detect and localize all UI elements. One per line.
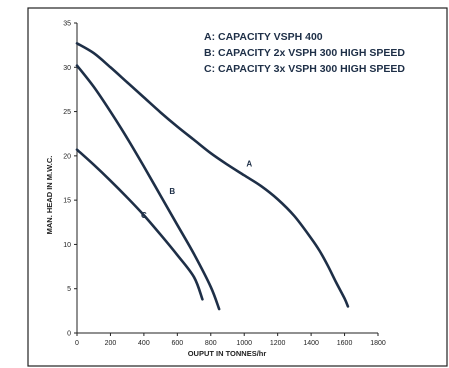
y-tick-label-6: 30	[63, 65, 71, 72]
legend-entry-0: A: CAPACITY VSPH 400	[204, 31, 323, 43]
legend: A: CAPACITY VSPH 400 B: CAPACITY 2x VSPH …	[204, 31, 405, 75]
legend-entry-2: C: CAPACITY 3x VSPH 300 HIGH SPEED	[204, 63, 405, 75]
y-tick-label-7: 35	[63, 21, 71, 28]
y-tick-label-3: 15	[63, 198, 71, 205]
x-ticks: 0 200 400 600 800 1000 1200 1400 1600 1800	[75, 333, 386, 347]
chart-frame	[27, 7, 448, 367]
curve-c	[75, 148, 204, 301]
x-tick-label-3: 600	[171, 340, 183, 347]
x-tick-label-7: 1400	[303, 340, 319, 347]
x-tick-label-0: 0	[75, 340, 79, 347]
curve-labels: A B C	[141, 159, 252, 219]
y-tick-label-5: 25	[63, 109, 71, 116]
x-axis-label: OUPUT IN TONNES/hr	[188, 349, 267, 358]
curve-label-b: B	[169, 187, 175, 196]
y-axis-label: MAN. HEAD IN M.W.C.	[45, 156, 54, 235]
curves	[75, 42, 350, 311]
curve-label-c: C	[141, 211, 147, 220]
y-ticks: 0 5 10 15 20 25 30 35	[63, 21, 77, 338]
x-tick-label-2: 400	[138, 340, 150, 347]
x-tick-label-1: 200	[105, 340, 117, 347]
x-tick-label-4: 800	[205, 340, 217, 347]
x-tick-label-9: 1800	[370, 340, 386, 347]
x-tick-label-5: 1000	[236, 340, 252, 347]
curve-a	[75, 42, 350, 308]
y-tick-label-2: 10	[63, 242, 71, 249]
curve-label-a: A	[246, 159, 252, 168]
legend-entry-1: B: CAPACITY 2x VSPH 300 HIGH SPEED	[204, 47, 405, 59]
x-tick-label-8: 1600	[337, 340, 353, 347]
x-tick-label-6: 1200	[270, 340, 286, 347]
curve-b	[75, 64, 221, 311]
y-tick-label-0: 0	[67, 331, 71, 338]
y-tick-label-1: 5	[67, 286, 71, 293]
y-tick-label-4: 20	[63, 153, 71, 160]
